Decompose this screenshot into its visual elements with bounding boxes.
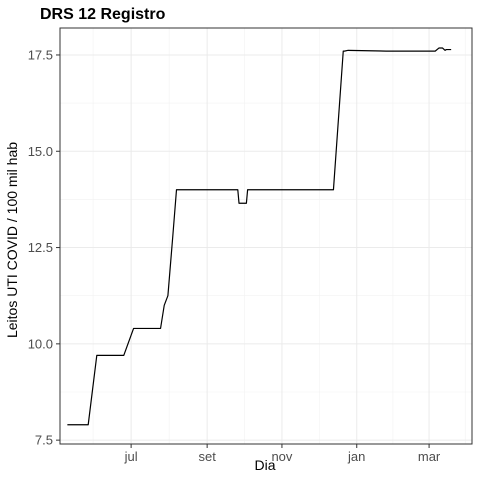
x-tick-label: jan	[347, 449, 365, 464]
x-axis-label: Dia	[254, 457, 275, 473]
chart-title: DRS 12 Registro	[40, 6, 166, 23]
series-line	[67, 47, 452, 426]
axis-ticks: 7.5 10.0 12.5 15.0 17.5 jul set nov jan mar	[28, 47, 441, 464]
y-tick-label: 10.0	[28, 336, 53, 351]
x-tick-label: mar	[418, 449, 441, 464]
x-tick-label: set	[198, 449, 216, 464]
y-axis-label: Leitos UTI COVID / 100 mil hab	[4, 142, 20, 338]
x-tick-label: nov	[271, 449, 292, 464]
series-line-group	[67, 47, 452, 426]
grid	[60, 28, 472, 444]
plot-panel-border	[59, 27, 473, 445]
x-tick-label: jul	[124, 449, 138, 464]
y-tick-label: 15.0	[28, 144, 53, 159]
y-tick-label: 17.5	[28, 47, 53, 62]
y-tick-label: 12.5	[28, 240, 53, 255]
y-tick-label: 7.5	[35, 433, 53, 448]
